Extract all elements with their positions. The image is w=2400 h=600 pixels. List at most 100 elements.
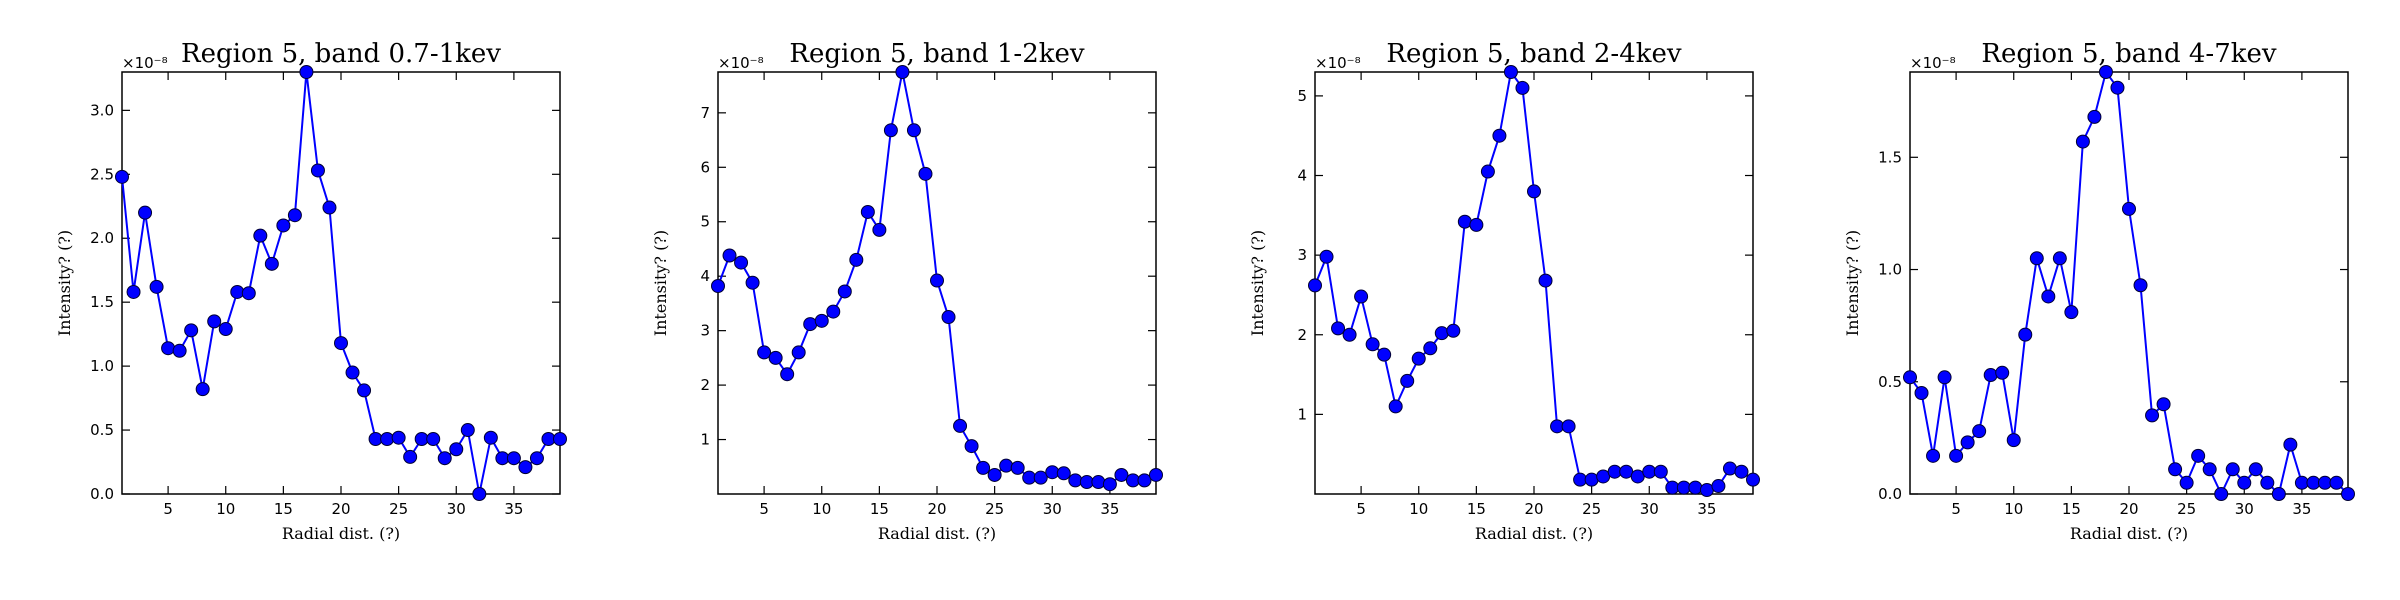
data-point: [345, 365, 360, 380]
x-tick-label: 20: [331, 500, 350, 518]
data-point: [791, 345, 806, 360]
data-point: [357, 383, 372, 398]
data-point: [953, 418, 968, 433]
data-point: [1734, 464, 1749, 479]
data-point: [964, 439, 979, 454]
data-point: [529, 451, 544, 466]
data-point: [506, 451, 521, 466]
data-point: [1538, 273, 1553, 288]
y-tick-label: 1.5: [90, 293, 114, 311]
x-tick-label: 35: [1697, 500, 1716, 518]
y-tick-label: 4: [1297, 167, 1307, 185]
data-point: [2064, 305, 2079, 320]
data-point: [322, 200, 337, 215]
data-point: [2075, 134, 2090, 149]
data-point: [757, 345, 772, 360]
x-tick-label: 20: [2119, 500, 2138, 518]
y-offset-label: ×10⁻⁸: [718, 54, 764, 72]
chart-panel-3: Region 5, band 2-4kev×10⁻⁸5 10 15 20 25 30 351…: [1248, 39, 1760, 543]
plot-frame: [121, 71, 561, 495]
plot-frame: [1314, 71, 1754, 495]
data-point: [1983, 368, 1998, 383]
data-point: [276, 218, 291, 233]
data-point: [1434, 326, 1449, 341]
chart-title: Region 5, band 0.7-1kev: [181, 39, 501, 69]
x-tick-label: 5: [1951, 500, 1961, 518]
data-point: [1561, 419, 1576, 434]
data-point: [976, 460, 991, 475]
x-tick-label: 25: [389, 500, 408, 518]
data-point: [1527, 184, 1541, 199]
data-point: [941, 310, 956, 325]
y-tick-label: 6: [700, 158, 710, 176]
data-point: [149, 279, 164, 294]
data-point: [1457, 214, 1472, 229]
data-point: [2018, 327, 2033, 342]
x-tick-label: 35: [504, 500, 523, 518]
y-tick-label: 4: [700, 267, 710, 285]
x-tick-label: 5: [759, 500, 769, 518]
chart-panel-2: Region 5, band 1-2kev×10⁻⁸5 10 15 20 25 30 351…: [651, 39, 1163, 543]
x-tick-label: 35: [1100, 500, 1119, 518]
data-point: [1926, 448, 1941, 463]
chart-title: Region 5, band 2-4kev: [1386, 39, 1681, 69]
data-point: [1503, 65, 1518, 79]
x-tick-label: 20: [927, 500, 946, 518]
data-point: [195, 382, 210, 397]
data-point: [1937, 370, 1952, 385]
data-point: [1377, 347, 1392, 362]
y-tick-label: 0.5: [1878, 373, 1902, 391]
data-point: [722, 248, 737, 263]
data-point: [1423, 341, 1438, 356]
y-tick-label: 1.5: [1878, 148, 1902, 166]
data-point: [2214, 487, 2229, 501]
x-tick-label: 10: [216, 500, 235, 518]
x-tick-label: 30: [2235, 500, 2254, 518]
data-point: [1342, 327, 1357, 342]
data-point: [2225, 462, 2240, 477]
y-tick-label: 5: [1297, 87, 1307, 105]
data-point: [426, 432, 441, 447]
data-point: [2006, 433, 2021, 448]
data-point: [2271, 487, 2286, 501]
chart-title: Region 5, band 4-7kev: [1981, 39, 2276, 69]
data-point: [287, 208, 302, 223]
data-point: [734, 255, 749, 270]
data-point: [299, 65, 314, 79]
data-point: [999, 458, 1014, 473]
y-tick-label: 2: [700, 376, 710, 394]
data-point: [1515, 80, 1530, 95]
data-point: [241, 286, 256, 301]
data-point: [207, 314, 222, 329]
data-point: [2179, 475, 2194, 490]
x-tick-label: 20: [1524, 500, 1543, 518]
data-point: [553, 432, 567, 447]
x-tick-label: 15: [2062, 500, 2081, 518]
y-tick-label: 1: [1297, 405, 1307, 423]
data-point: [161, 341, 176, 356]
y-tick-label: 5: [700, 213, 710, 231]
data-point: [1711, 479, 1726, 494]
x-tick-label: 35: [2292, 500, 2311, 518]
data-point: [1331, 321, 1346, 336]
data-point: [126, 284, 141, 299]
data-point: [930, 273, 944, 288]
y-tick-label: 7: [700, 104, 710, 122]
x-tick-label: 30: [447, 500, 466, 518]
x-axis-label: Radial dist. (?): [878, 524, 996, 543]
data-point: [310, 163, 325, 178]
data-point: [1995, 365, 2010, 380]
y-tick-label: 3.0: [90, 101, 114, 119]
data-point: [2110, 80, 2125, 95]
data-point: [1102, 477, 1117, 492]
data-point: [115, 169, 129, 184]
data-point: [895, 65, 910, 79]
y-tick-label: 2.5: [90, 165, 114, 183]
x-tick-label: 15: [870, 500, 889, 518]
data-point: [1308, 278, 1322, 293]
data-point: [768, 350, 783, 365]
y-offset-label: ×10⁻⁸: [122, 54, 168, 72]
data-point: [745, 275, 760, 290]
data-point: [1137, 473, 1152, 488]
